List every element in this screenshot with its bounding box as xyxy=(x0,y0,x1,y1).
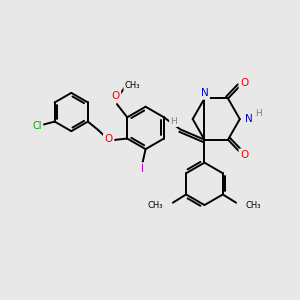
Text: N: N xyxy=(201,88,208,98)
Text: CH₃: CH₃ xyxy=(148,201,164,210)
Text: N: N xyxy=(245,114,253,124)
Text: H: H xyxy=(170,117,177,126)
Text: I: I xyxy=(141,164,144,174)
Text: CH₃: CH₃ xyxy=(245,201,261,210)
Text: CH₃: CH₃ xyxy=(125,81,140,90)
Text: O: O xyxy=(111,91,120,101)
Text: O: O xyxy=(104,134,113,144)
Text: H: H xyxy=(256,109,262,118)
Text: O: O xyxy=(240,150,248,160)
Text: Cl: Cl xyxy=(32,121,42,131)
Text: O: O xyxy=(240,78,248,88)
